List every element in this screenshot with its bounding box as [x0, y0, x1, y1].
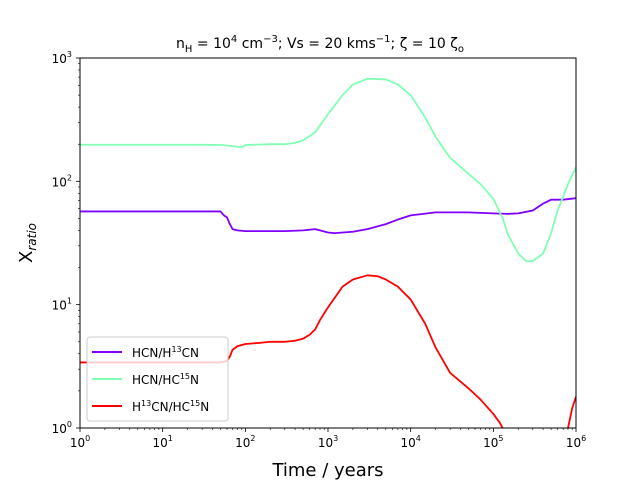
- y-tick-label: 101: [52, 297, 72, 313]
- chart-title: nH = 104 cm−3; Vs = 20 kms−1; ζ = 10 ζo: [176, 34, 464, 55]
- y-axis-label: Xratio: [16, 223, 39, 263]
- series-line-0: [80, 197, 576, 235]
- legend-box: [86, 336, 229, 422]
- axis-labels: Time / years Xratio: [16, 223, 384, 480]
- legend: HCN/H13CN HCN/HC15N H13CN/HC15N: [86, 336, 229, 422]
- x-tick-label: 105: [483, 434, 503, 450]
- series-line-2: [80, 274, 504, 428]
- series-lines: [80, 77, 576, 428]
- x-tick-label: 104: [400, 434, 420, 450]
- legend-label: HCN/HC15N: [132, 372, 199, 387]
- x-tick-label: 106: [566, 434, 586, 450]
- x-tick-label: 100: [70, 434, 90, 450]
- y-tick-label: 100: [52, 420, 72, 436]
- legend-label: H13CN/HC15N: [132, 399, 209, 414]
- x-tick-label: 102: [235, 434, 255, 450]
- title-text: nH = 104 cm−3; Vs = 20 kms−1; ζ = 10 ζo: [176, 34, 464, 55]
- series-line-3: [567, 396, 576, 428]
- y-tick-label: 102: [52, 173, 72, 189]
- x-axis-label: Time / years: [271, 460, 383, 480]
- legend-label: HCN/H13CN: [132, 345, 199, 360]
- axis-ticks: 100 101 102 103 104 105 106 100 101 102 103: [52, 50, 587, 450]
- series-line-1: [80, 77, 576, 263]
- x-tick-label: 103: [318, 434, 338, 450]
- y-tick-label: 103: [52, 50, 72, 66]
- x-tick-label: 101: [152, 434, 172, 450]
